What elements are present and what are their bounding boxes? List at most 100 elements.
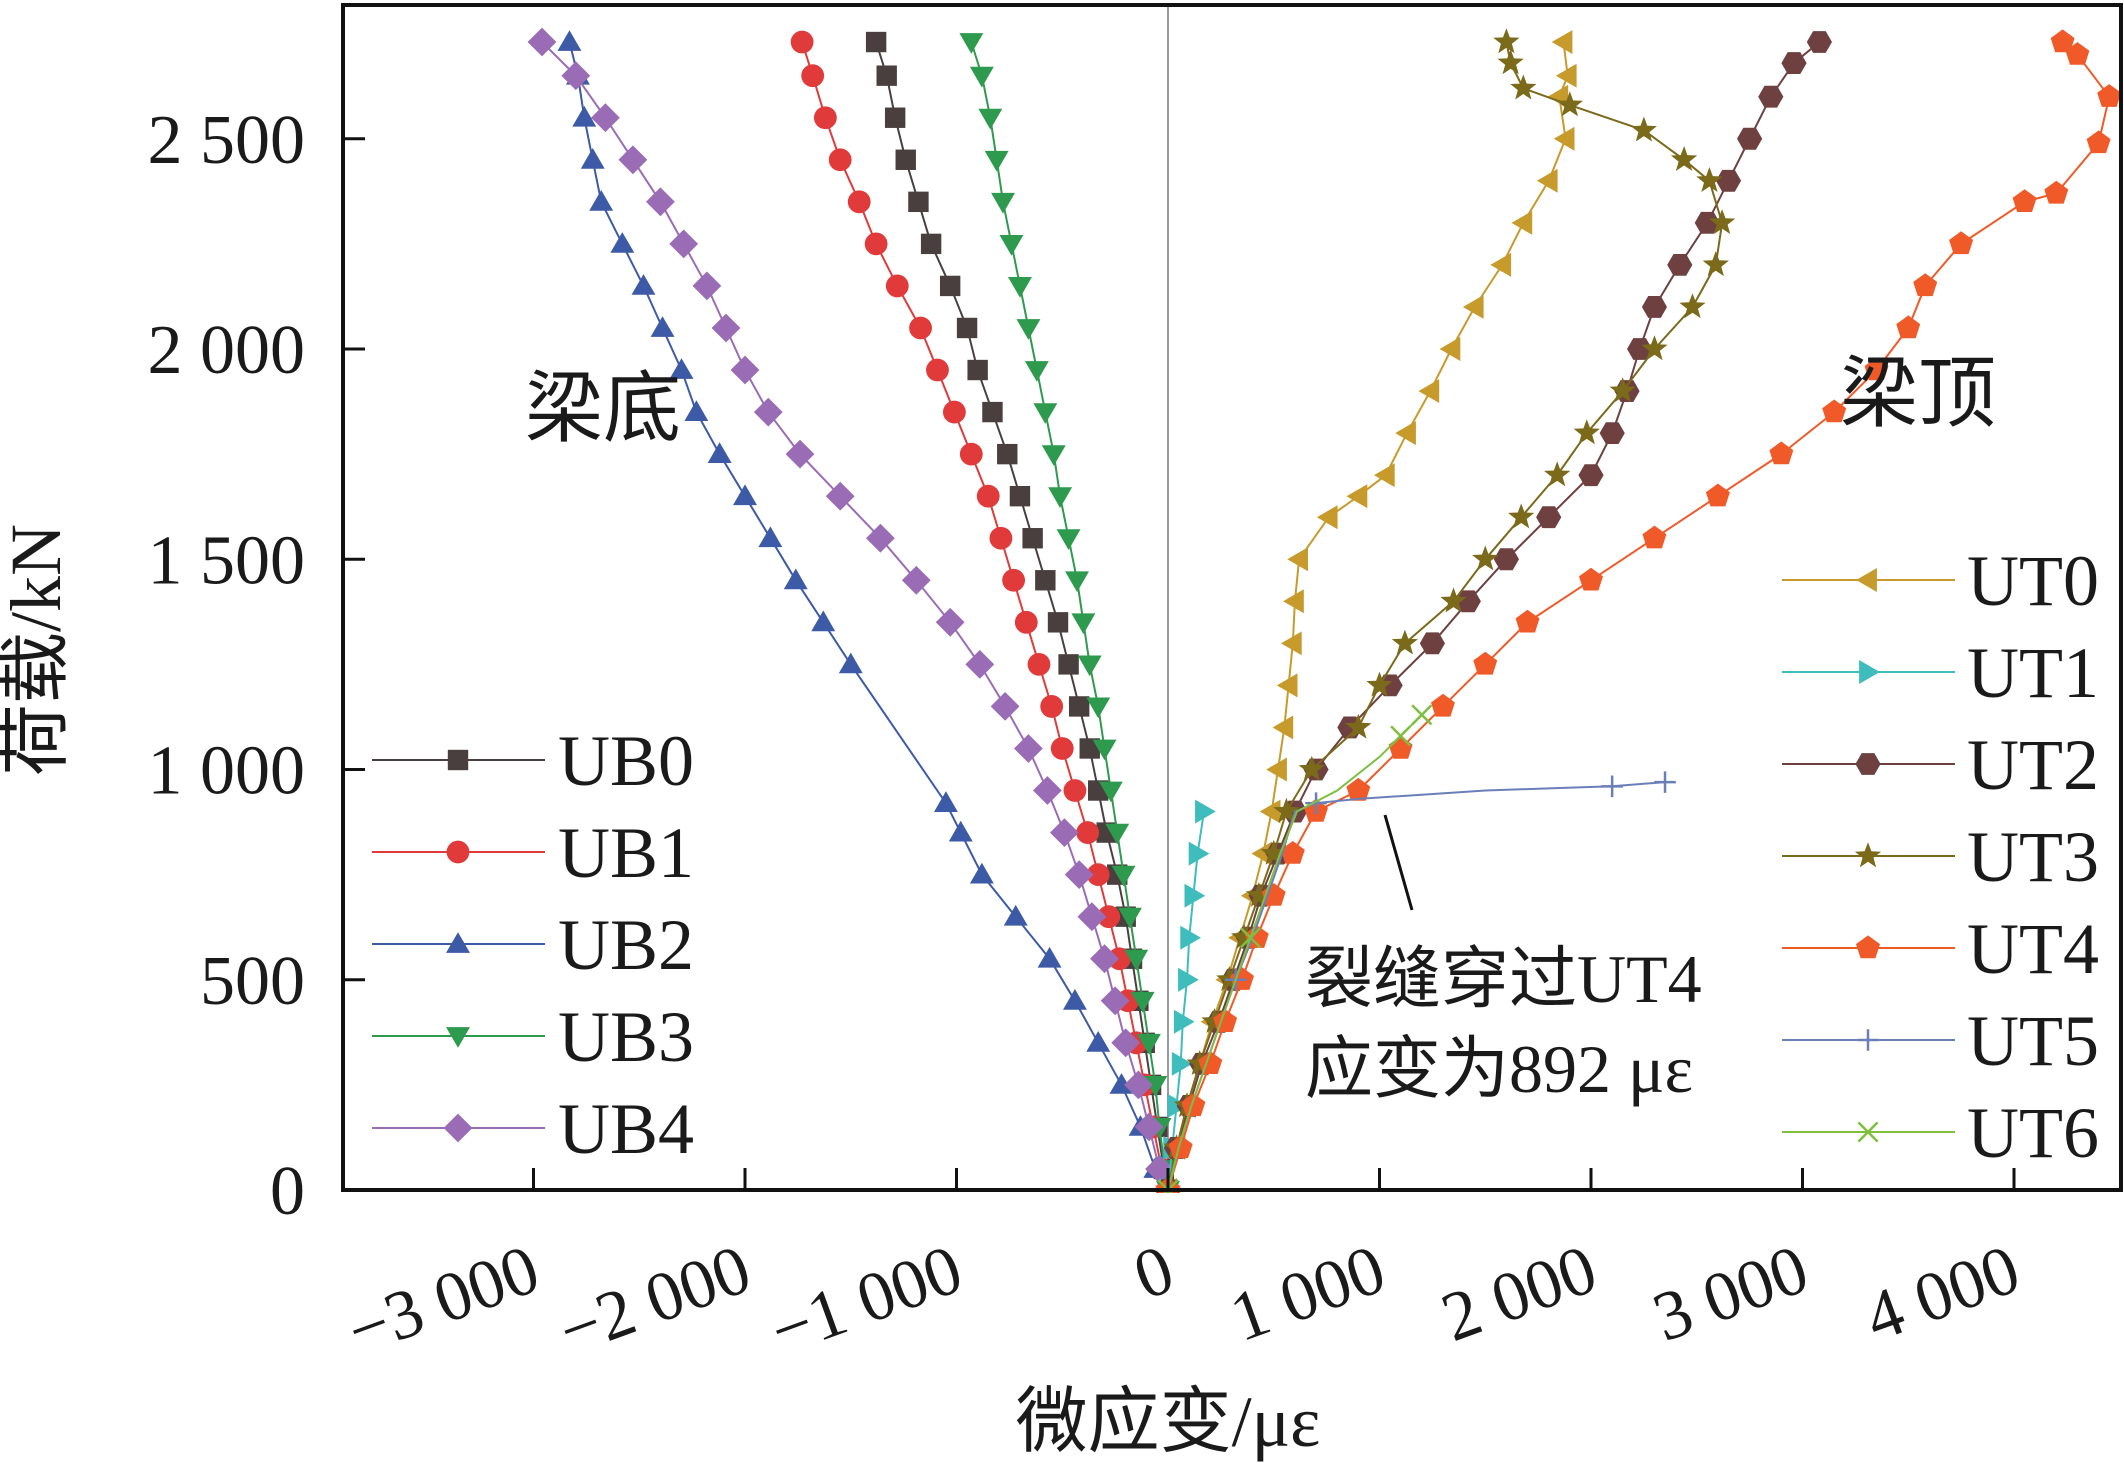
- data-point-UT1: [1188, 841, 1210, 866]
- data-point-UB2: [572, 105, 597, 127]
- data-point-UT2: [1694, 211, 1720, 234]
- data-point-UT4: [1896, 315, 1921, 339]
- data-point-UB1: [909, 316, 932, 340]
- data-point-UT4: [1705, 483, 1730, 507]
- data-point-UT2: [1737, 127, 1763, 150]
- data-point-UB1: [989, 526, 1013, 550]
- annotation-leader: [1383, 814, 1414, 911]
- legend-entry-UT5: UT5: [1782, 1001, 2099, 1081]
- data-point-UT0: [1346, 484, 1368, 509]
- data-point-UB0: [1022, 528, 1043, 549]
- y-tick-label: 1 000: [148, 733, 306, 810]
- data-point-UT4: [2097, 84, 2122, 107]
- data-point-UB3: [978, 108, 1003, 130]
- data-point-UB1: [1002, 568, 1026, 592]
- data-point-UT5: [1305, 792, 1327, 814]
- data-point-UT0: [1276, 673, 1298, 698]
- plot-frame: [341, 3, 2123, 1192]
- data-point-UB4: [730, 355, 760, 385]
- data-point-UB4: [1014, 734, 1043, 763]
- data-point-UB1: [959, 442, 983, 466]
- data-point-UT4: [1473, 651, 1498, 675]
- data-point-UB2: [758, 526, 783, 548]
- data-point-UT0: [1511, 210, 1533, 235]
- legend-label: UB1: [558, 813, 694, 893]
- data-point-UB3: [999, 235, 1024, 256]
- data-point-UT0: [1316, 505, 1338, 530]
- data-point-UB0: [956, 317, 978, 339]
- data-point-UT3: [1440, 587, 1467, 613]
- data-point-UT3: [1231, 923, 1258, 949]
- data-point-UB1: [1063, 779, 1087, 802]
- data-point-UB0: [1058, 654, 1079, 675]
- series-UT2: [1155, 31, 1832, 1193]
- legend-marker-UT2: [1855, 753, 1881, 775]
- data-point-UT4: [1431, 693, 1455, 717]
- data-point-UB3: [1071, 613, 1096, 635]
- data-point-UB3: [1124, 949, 1149, 971]
- legend-entry-UB0: UB0: [372, 721, 694, 801]
- legend-label: UB0: [558, 721, 694, 801]
- legend-entry-UT1: UT1: [1782, 633, 2099, 713]
- data-point-UT0: [1287, 547, 1308, 572]
- data-point-UT3: [1544, 461, 1571, 487]
- data-point-UB2: [580, 148, 605, 169]
- data-point-UB4: [990, 692, 1020, 721]
- data-point-UB1: [1050, 737, 1074, 760]
- data-point-UT3: [1298, 755, 1325, 781]
- data-point-UT4: [2050, 29, 2075, 53]
- data-point-UB3: [1065, 571, 1089, 593]
- data-point-UT0: [1259, 799, 1281, 824]
- data-point-UB4: [1050, 818, 1079, 847]
- annotation: 裂缝穿过UT4 应变为892 με: [1305, 814, 1702, 1107]
- series-UT1: [1159, 799, 1216, 1193]
- data-point-UB1: [1107, 947, 1131, 971]
- data-point-UB2: [650, 316, 675, 337]
- legend-label: UB4: [558, 1089, 694, 1169]
- data-point-UT4: [2044, 180, 2069, 204]
- data-point-UT3: [1216, 966, 1243, 991]
- y-tick-label: 2 000: [148, 312, 306, 389]
- data-point-UB4: [1111, 1028, 1141, 1058]
- data-point-UT0: [1272, 715, 1294, 740]
- data-point-UT4: [1949, 231, 1974, 255]
- data-point-UB4: [669, 229, 699, 259]
- data-point-UT3: [1472, 545, 1499, 571]
- data-point-UB4: [1124, 1070, 1153, 1100]
- data-point-UB0: [895, 149, 916, 170]
- data-point-UT3: [1260, 839, 1287, 865]
- data-point-UT3: [1630, 116, 1657, 142]
- legend-entry-UT0: UT0: [1782, 541, 2099, 621]
- data-point-UB3: [1111, 865, 1136, 887]
- data-point-UT2: [1493, 548, 1519, 571]
- data-point-UT4: [1515, 609, 1540, 633]
- data-point-UT1: [1171, 1051, 1193, 1076]
- data-point-UB3: [991, 192, 1015, 214]
- data-point-UT2: [1536, 506, 1562, 529]
- x-tick-label: 4 000: [1855, 1231, 2029, 1357]
- series-UB2: [557, 30, 1177, 1193]
- data-point-UT4: [1181, 1093, 1206, 1117]
- data-point-UT0: [1266, 757, 1287, 782]
- data-point-UT0: [1395, 421, 1416, 446]
- data-point-UB4: [1033, 776, 1062, 805]
- data-point-UB4: [591, 103, 620, 133]
- data-point-UB3: [1033, 403, 1058, 424]
- data-point-UB3: [1105, 823, 1130, 845]
- data-point-UT3: [1609, 377, 1636, 403]
- data-point-UT0: [1374, 463, 1395, 488]
- data-point-UT4: [1642, 525, 1667, 549]
- data-point-UT3: [1497, 49, 1524, 75]
- data-point-UT2: [1715, 169, 1742, 192]
- legend-entry-UB3: UB3: [372, 997, 694, 1077]
- data-point-UT3: [1366, 671, 1393, 697]
- data-point-UB3: [1056, 529, 1081, 550]
- data-point-UT6: [1390, 725, 1412, 747]
- legend-marker-UT4: [1856, 935, 1880, 959]
- data-point-UB1: [1076, 821, 1100, 844]
- data-point-UB3: [1016, 319, 1041, 340]
- data-point-UT2: [1419, 632, 1445, 655]
- data-point-UB0: [865, 31, 887, 53]
- region-label-right: 梁顶: [1840, 350, 1996, 437]
